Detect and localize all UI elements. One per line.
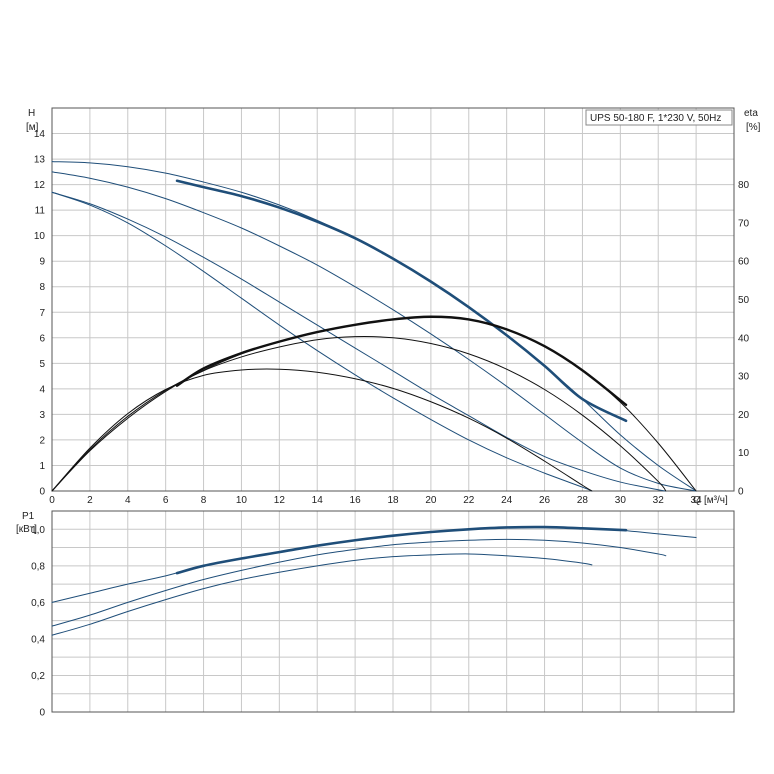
efficiency-curve-highlight	[175, 315, 628, 407]
y-axis-label: H	[28, 108, 35, 119]
power-axis-unit: [кВт]	[16, 524, 37, 535]
head-curve-highlight	[175, 179, 628, 423]
x-tick-label: 26	[539, 495, 551, 506]
x-tick-label: 14	[312, 495, 324, 506]
y-tick-label: 10	[34, 231, 46, 242]
y2-tick-label: 70	[738, 218, 750, 229]
y-tick-label: 3	[39, 410, 45, 421]
power-axis-label: P1	[22, 511, 35, 522]
x-tick-label: 6	[163, 495, 169, 506]
y2-tick-label: 30	[738, 372, 750, 383]
legend-box	[585, 109, 733, 126]
x-tick-label: 10	[236, 495, 248, 506]
x-axis-unit: [м³/ч]	[704, 495, 728, 506]
power-panel-curves	[51, 525, 697, 636]
efficiency-curve	[51, 316, 697, 492]
power-tick-label: 0,2	[31, 671, 45, 682]
y2-tick-label: 80	[738, 180, 750, 191]
y-tick-label: 1	[39, 461, 45, 472]
y-tick-label: 13	[34, 155, 46, 166]
y-tick-label: 0	[39, 487, 45, 498]
power-curve	[51, 538, 667, 627]
power-tick-labels: 0 0,2 0,4 0,6 0,8 1,0	[31, 525, 45, 719]
head-curve	[51, 161, 697, 492]
head-panel-grid	[52, 108, 734, 491]
y2-tick-label: 10	[738, 448, 750, 459]
x-tick-label: 12	[274, 495, 286, 506]
x-tick-label: 24	[501, 495, 513, 506]
x-tick-label: 0	[49, 495, 55, 506]
power-curve	[51, 553, 593, 636]
efficiency-curve	[51, 368, 593, 492]
y-axis-unit: [м]	[26, 122, 39, 133]
y2-tick-label: 0	[738, 487, 744, 498]
x-axis-label: Q	[693, 495, 701, 506]
power-tick-label: 0	[39, 708, 45, 719]
efficiency-curve	[51, 336, 667, 492]
x-tick-label: 16	[350, 495, 362, 506]
head-curve	[51, 171, 697, 492]
y-tick-label: 9	[39, 257, 45, 268]
head-panel-frame	[51, 107, 735, 492]
x-tick-label: 30	[615, 495, 627, 506]
power-panel-frame	[51, 510, 735, 713]
x-tick-label: 32	[653, 495, 665, 506]
legend-label: UPS 50-180 F, 1*230 V, 50Hz	[590, 113, 721, 124]
y-tick-label: 14	[34, 129, 46, 140]
y2-tick-labels: 0 10 20 30 40 50 60 70 80	[738, 180, 750, 497]
x-tick-label: 2	[87, 495, 93, 506]
y-tick-label: 5	[39, 359, 45, 370]
y-tick-label: 12	[34, 180, 46, 191]
y2-tick-label: 40	[738, 333, 750, 344]
x-tick-label: 34	[691, 495, 703, 506]
y2-tick-label: 50	[738, 295, 750, 306]
y-tick-label: 4	[39, 384, 45, 395]
y2-tick-label: 20	[738, 410, 750, 421]
x-tick-label: 20	[425, 495, 437, 506]
x-tick-label: 4	[125, 495, 131, 506]
power-tick-label: 0,8	[31, 561, 45, 572]
head-curve	[51, 191, 593, 492]
head-curve	[51, 191, 667, 492]
x-tick-label: 8	[201, 495, 207, 506]
power-tick-label: 0,6	[31, 598, 45, 609]
head-panel-curves	[51, 161, 697, 492]
power-tick-label: 0,4	[31, 634, 45, 645]
y-tick-label: 11	[35, 206, 46, 217]
y2-tick-label: 60	[738, 257, 750, 268]
x-tick-labels: 0 2 4 6 8 10 12 14 16 18 20 22 24 26 28 30 32 34	[49, 495, 702, 506]
y2-axis-unit: [%]	[746, 122, 761, 133]
y-tick-label: 8	[39, 282, 45, 293]
power-tick-label: 1,0	[31, 525, 45, 536]
power-panel-grid	[52, 511, 734, 712]
x-tick-label: 18	[387, 495, 399, 506]
power-curve-highlight	[175, 525, 628, 575]
y-tick-label: 2	[39, 435, 45, 446]
x-tick-label: 22	[463, 495, 475, 506]
x-tick-label: 28	[577, 495, 589, 506]
y-tick-label: 6	[39, 333, 45, 344]
y2-axis-label: eta	[744, 108, 758, 119]
y-tick-label: 7	[39, 308, 45, 319]
